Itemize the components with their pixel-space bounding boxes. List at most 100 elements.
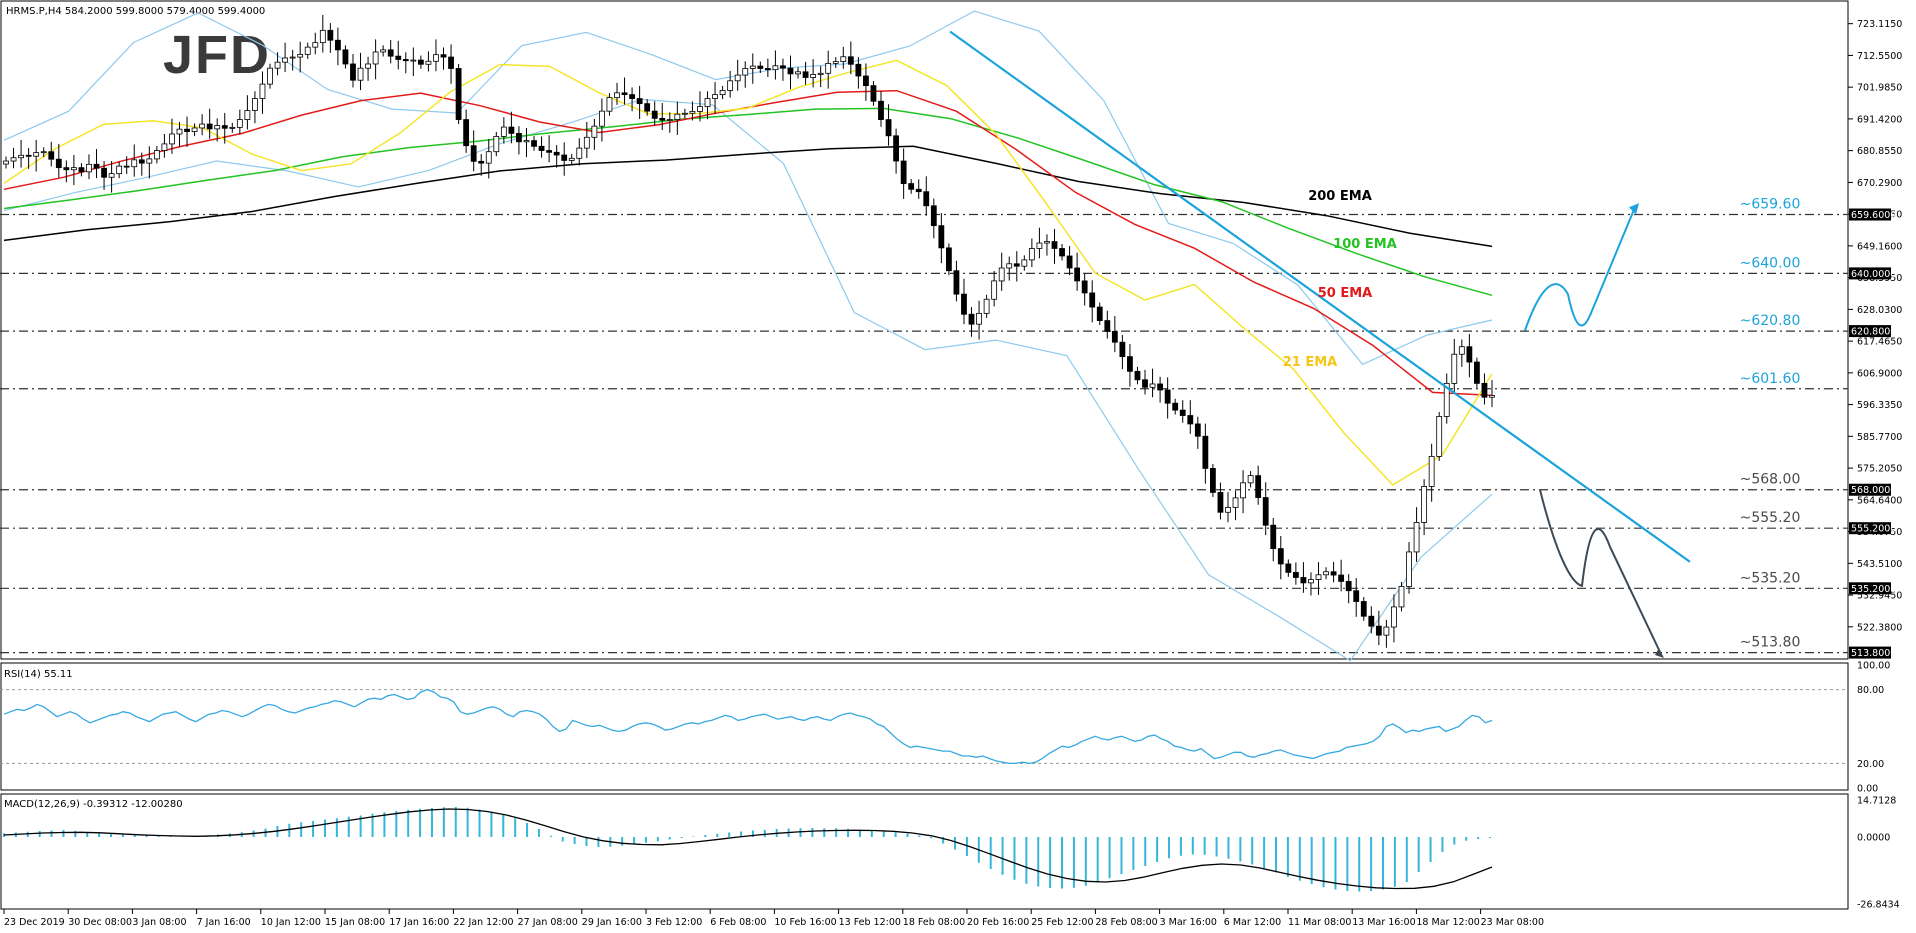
ema-annotation: 100 EMA <box>1333 237 1397 252</box>
candle-body <box>493 135 500 153</box>
candle <box>825 50 832 89</box>
price-tick-label: 575.2050 <box>1857 464 1902 475</box>
candle <box>244 95 251 130</box>
candle-body <box>1149 383 1156 388</box>
ema-lines <box>3 59 1493 486</box>
candle <box>221 112 228 144</box>
candle <box>425 51 432 72</box>
candle-body <box>1096 306 1103 321</box>
price-tick-label: 543.5100 <box>1857 559 1902 570</box>
candle <box>629 87 635 112</box>
candle-body <box>1066 255 1073 269</box>
candle <box>229 122 236 133</box>
ema21-line <box>3 59 1493 486</box>
candle-body <box>221 125 228 129</box>
candle <box>1013 251 1020 282</box>
candle <box>40 147 47 158</box>
candle-body <box>478 160 485 164</box>
rsi-indicator: 100.00 80.00 20.00 0.00 <box>0 661 1890 795</box>
candle <box>1232 490 1239 521</box>
candle <box>116 161 123 179</box>
candle-body <box>840 56 847 62</box>
candle-body <box>863 75 869 87</box>
candle-body <box>1051 241 1058 249</box>
candle-body <box>455 68 462 120</box>
candle-body <box>1375 625 1382 636</box>
candle-body <box>742 68 749 76</box>
candle <box>1375 610 1382 646</box>
level-axis-tag: 659.6000 <box>1851 210 1896 221</box>
candle-body <box>787 67 794 75</box>
candle-body <box>1338 574 1345 582</box>
candle <box>169 118 175 154</box>
candle <box>1255 465 1262 505</box>
ema-annotation: 50 EMA <box>1318 286 1373 301</box>
price-tick-label: 532.9450 <box>1857 591 1902 602</box>
candle <box>885 104 892 146</box>
candle-body <box>629 94 635 99</box>
candle-body <box>1232 497 1239 508</box>
candle-body <box>734 74 741 82</box>
candle <box>1111 316 1118 353</box>
candle-body <box>930 205 937 227</box>
candle-body <box>1360 601 1367 617</box>
candle-body <box>259 83 266 99</box>
candle-body <box>983 298 990 314</box>
candle <box>508 111 515 144</box>
candle-body <box>304 46 311 55</box>
candle <box>176 121 183 147</box>
candle-body <box>591 125 598 138</box>
candle-body <box>780 65 786 69</box>
candle <box>1428 443 1435 502</box>
candle-body <box>425 60 432 65</box>
level-label: ~601.60 <box>1740 371 1801 387</box>
candle-body <box>40 151 47 154</box>
candle-body <box>1164 389 1171 404</box>
candle <box>236 109 243 135</box>
candle <box>55 143 62 178</box>
price-tick-label: 712.5500 <box>1857 51 1902 62</box>
candle <box>787 55 794 90</box>
candle-body <box>334 39 341 51</box>
candle-body <box>599 110 605 127</box>
candle-body <box>380 49 387 53</box>
bollinger-lower-band <box>3 98 1493 662</box>
candle-body <box>244 110 251 120</box>
candle <box>395 40 402 70</box>
price-tick-label: 596.3350 <box>1857 400 1902 411</box>
candles[interactable] <box>3 15 1495 648</box>
candle-body <box>184 128 190 132</box>
level-axis-tag-box <box>1849 325 1891 338</box>
main-price-pane[interactable] <box>0 0 1849 660</box>
macd-pane[interactable] <box>0 793 1849 910</box>
rsi-pane[interactable] <box>0 662 1849 791</box>
candle <box>599 98 605 142</box>
candle <box>417 55 424 69</box>
candle-body <box>976 312 982 325</box>
rsi-tick-label: 20.00 <box>1857 759 1884 770</box>
candle-body <box>101 167 107 178</box>
candle <box>485 139 492 179</box>
candle-body <box>1074 267 1081 282</box>
candle <box>146 146 153 179</box>
candle-body <box>3 160 9 165</box>
price-tick-label: 670.2900 <box>1857 178 1902 189</box>
candle-body <box>810 74 817 78</box>
candle <box>1066 246 1073 276</box>
trendline[interactable] <box>949 30 1691 563</box>
time-tick-label: 27 Jan 08:00 <box>518 917 578 928</box>
candle-body <box>1119 341 1126 358</box>
candle-body <box>1134 370 1141 381</box>
candle-body <box>568 157 575 161</box>
candle <box>727 70 734 98</box>
candle-body <box>1353 590 1360 602</box>
candle-body <box>704 98 711 108</box>
candle <box>1240 470 1246 514</box>
candle <box>138 152 145 176</box>
candle <box>795 67 801 79</box>
candle-body <box>1428 455 1435 487</box>
candle <box>1360 597 1367 621</box>
candle-body <box>772 65 779 71</box>
candle <box>357 52 364 91</box>
